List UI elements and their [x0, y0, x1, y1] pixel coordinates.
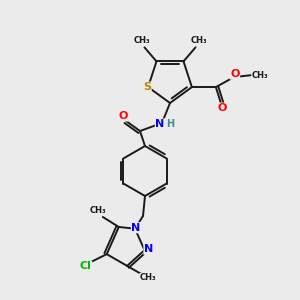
Text: O: O [217, 103, 226, 113]
Text: N: N [155, 119, 165, 129]
Text: CH₃: CH₃ [140, 273, 156, 282]
Text: S: S [143, 82, 151, 92]
Text: CH₃: CH₃ [133, 36, 150, 45]
Text: N: N [131, 223, 141, 233]
Text: O: O [230, 69, 240, 79]
Text: H: H [166, 119, 174, 129]
Text: CH₃: CH₃ [89, 206, 106, 215]
Text: N: N [144, 244, 153, 254]
Text: CH₃: CH₃ [190, 36, 207, 45]
Text: CH₃: CH₃ [252, 70, 268, 80]
Text: Cl: Cl [80, 261, 92, 271]
Text: O: O [118, 111, 128, 121]
